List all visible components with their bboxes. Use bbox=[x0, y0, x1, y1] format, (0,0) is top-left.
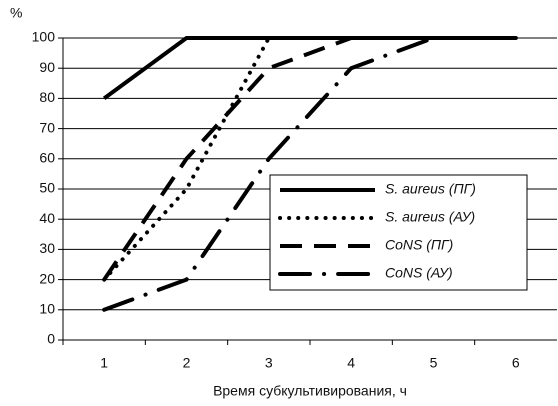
series-line bbox=[102, 36, 516, 281]
y-tick-label: 70 bbox=[39, 119, 55, 135]
y-tick-label: 20 bbox=[39, 270, 55, 286]
y-tick-label: 40 bbox=[39, 210, 55, 226]
y-tick-label: 100 bbox=[32, 29, 56, 45]
x-axis-label: Время субкультивирования, ч bbox=[213, 383, 407, 399]
y-tick-label: 30 bbox=[39, 240, 55, 256]
legend-label: CoNS (АУ) bbox=[385, 265, 453, 281]
y-tick-label: 10 bbox=[39, 301, 55, 317]
legend-box bbox=[269, 174, 528, 291]
series-line bbox=[102, 36, 518, 312]
y-tick-label: 60 bbox=[39, 150, 55, 166]
legend-label: S. aureus (ПГ) bbox=[385, 181, 476, 197]
x-tick-label: 2 bbox=[183, 355, 191, 371]
y-tick-label: 80 bbox=[39, 89, 55, 105]
x-tick-label: 5 bbox=[430, 355, 438, 371]
y-axis-label: % bbox=[10, 5, 22, 21]
y-tick-label: 50 bbox=[39, 180, 55, 196]
legend-label: S. aureus (АУ) bbox=[385, 209, 475, 225]
legend-label: CoNS (ПГ) bbox=[385, 237, 453, 253]
x-tick-label: 1 bbox=[100, 355, 108, 371]
y-tick-label: 90 bbox=[39, 59, 55, 75]
x-tick-label: 6 bbox=[512, 355, 520, 371]
x-tick-label: 4 bbox=[347, 355, 355, 371]
x-tick-label: 3 bbox=[265, 355, 273, 371]
y-tick-label: 0 bbox=[47, 331, 55, 347]
